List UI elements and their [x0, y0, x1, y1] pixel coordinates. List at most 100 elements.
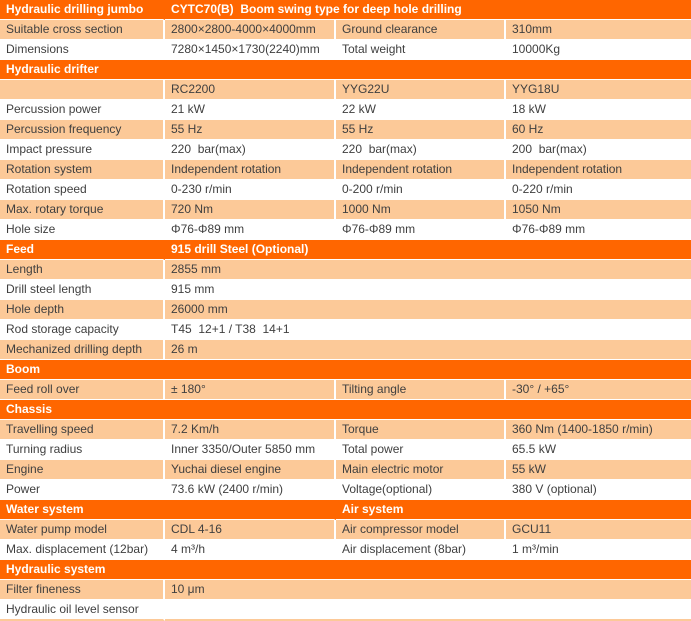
spec-value-cell: 22 kW: [336, 100, 506, 120]
spec-value-cell: 21 kW: [165, 100, 336, 120]
section-title-cell: Boom: [0, 360, 691, 380]
spec-label-cell: Rod storage capacity: [0, 320, 165, 340]
spec-label-cell: Hydraulic oil level sensor: [0, 600, 165, 621]
spec-row: Travelling speed 7.2 Km/h Torque 360 Nm (14…: [0, 420, 691, 440]
section-value-cell: CYTC70(B) Boom swing type for deep hole …: [165, 0, 691, 20]
spec-value-cell: Tilting angle: [336, 380, 506, 400]
spec-value-cell: 220 bar(max): [336, 140, 506, 160]
section-value-cell: Air system: [336, 500, 691, 520]
spec-label-cell: Rotation speed: [0, 180, 165, 200]
spec-row: Percussion power 21 kW 22 kW 18 kW: [0, 100, 691, 120]
spec-row: RC2200 YYG22U YYG18U: [0, 80, 691, 100]
spec-value-cell: ± 180°: [165, 380, 336, 400]
spec-value-cell: 220 bar(max): [165, 140, 336, 160]
spec-value-cell: -30° / +65°: [506, 380, 691, 400]
spec-value-cell: 310mm: [506, 20, 691, 40]
spec-value-cell: Total power: [336, 440, 506, 460]
section-header-row: Feed 915 drill Steel (Optional): [0, 240, 691, 260]
section-title-cell: Chassis: [0, 400, 691, 420]
spec-value-cell: Independent rotation: [165, 160, 336, 180]
spec-label-cell: Suitable cross section: [0, 20, 165, 40]
spec-value-cell: Air displacement (8bar): [336, 540, 506, 560]
section-value-cell: 915 drill Steel (Optional): [165, 240, 691, 260]
spec-row: Rod storage capacity T45 12+1 / T38 14+1: [0, 320, 691, 340]
section-header-row: Hydraulic drifter: [0, 60, 691, 80]
spec-value-cell: T45 12+1 / T38 14+1: [165, 320, 691, 340]
spec-value-cell: Air compressor model: [336, 520, 506, 540]
spec-label-cell: Impact pressure: [0, 140, 165, 160]
spec-value-cell: 7.2 Km/h: [165, 420, 336, 440]
spec-row: Hydraulic oil level sensor: [0, 600, 691, 621]
section-title-cell: Hydraulic drilling jumbo: [0, 0, 165, 20]
spec-row: Impact pressure 220 bar(max) 220 bar(max) 2…: [0, 140, 691, 160]
spec-value-cell: 1000 Nm: [336, 200, 506, 220]
spec-value-cell: 915 mm: [165, 280, 691, 300]
spec-row: Hole depth 26000 mm: [0, 300, 691, 320]
section-header-row: Chassis: [0, 400, 691, 420]
spec-value-cell: 10 μm: [165, 580, 691, 600]
section-header-row: Hydraulic drilling jumbo CYTC70(B) Boom s…: [0, 0, 691, 20]
spec-label-cell: Length: [0, 260, 165, 280]
spec-value-cell: 360 Nm (1400-1850 r/min): [506, 420, 691, 440]
spec-value-cell: 4 m³/h: [165, 540, 336, 560]
section-title-cell: Hydraulic drifter: [0, 60, 691, 80]
spec-row: Water pump model CDL 4-16 Air compressor m…: [0, 520, 691, 540]
spec-value-cell: 7280×1450×1730(2240)mm: [165, 40, 336, 60]
spec-label-cell: Dimensions: [0, 40, 165, 60]
section-header-row: Hydraulic system: [0, 560, 691, 580]
spec-value-cell: 26000 mm: [165, 300, 691, 320]
spec-label-cell: Hole depth: [0, 300, 165, 320]
spec-row: Power 73.6 kW (2400 r/min) Voltage(optiona…: [0, 480, 691, 500]
spec-value-cell: 0-230 r/min: [165, 180, 336, 200]
spec-value-cell: Ground clearance: [336, 20, 506, 40]
spec-value-cell: 55 kW: [506, 460, 691, 480]
spec-row: Engine Yuchai diesel engine Main electric …: [0, 460, 691, 480]
spec-value-cell: 2800×2800-4000×4000mm: [165, 20, 336, 40]
section-header-row: Water system Air system: [0, 500, 691, 520]
spec-value-cell: Voltage(optional): [336, 480, 506, 500]
spec-label-cell: Drill steel length: [0, 280, 165, 300]
spec-label-cell: Engine: [0, 460, 165, 480]
spec-value-cell: 55 Hz: [165, 120, 336, 140]
spec-value-cell: Yuchai diesel engine: [165, 460, 336, 480]
spec-value-cell: Φ76-Φ89 mm: [336, 220, 506, 240]
spec-value-cell: 65.5 kW: [506, 440, 691, 460]
spec-label-cell: Percussion power: [0, 100, 165, 120]
spec-value-cell: 18 kW: [506, 100, 691, 120]
spec-row: Rotation speed 0-230 r/min 0-200 r/min 0-22…: [0, 180, 691, 200]
spec-row: Hole size Φ76-Φ89 mm Φ76-Φ89 mm Φ76-Φ89 mm: [0, 220, 691, 240]
spec-label-cell: Rotation system: [0, 160, 165, 180]
spec-row: Length 2855 mm: [0, 260, 691, 280]
section-title-cell: Feed: [0, 240, 165, 260]
spec-label-cell: Water pump model: [0, 520, 165, 540]
spec-label-cell: Feed roll over: [0, 380, 165, 400]
spec-value-cell: 10000Kg: [506, 40, 691, 60]
spec-row: Feed roll over ± 180° Tilting angle -30° / …: [0, 380, 691, 400]
spec-value-cell: 1 m³/min: [506, 540, 691, 560]
spec-value-cell: 2855 mm: [165, 260, 691, 280]
spec-row: Drill steel length 915 mm: [0, 280, 691, 300]
spec-row: Filter fineness 10 μm: [0, 580, 691, 600]
spec-label-cell: Hole size: [0, 220, 165, 240]
spec-row: Dimensions 7280×1450×1730(2240)mm Total we…: [0, 40, 691, 60]
spec-value-cell: Independent rotation: [336, 160, 506, 180]
spec-label-cell: [0, 80, 165, 100]
spec-label-cell: Travelling speed: [0, 420, 165, 440]
spec-row: Mechanized drilling depth 26 m: [0, 340, 691, 360]
spec-value-cell: 26 m: [165, 340, 691, 360]
section-title-cell: Water system: [0, 500, 336, 520]
spec-label-cell: Power: [0, 480, 165, 500]
spec-label-cell: Percussion frequency: [0, 120, 165, 140]
spec-value-cell: Φ76-Φ89 mm: [506, 220, 691, 240]
spec-value-cell: 200 bar(max): [506, 140, 691, 160]
spec-value-cell: GCU11: [506, 520, 691, 540]
spec-row: Max. displacement (12bar) 4 m³/h Air displ…: [0, 540, 691, 560]
spec-label-cell: Filter fineness: [0, 580, 165, 600]
spec-value-cell: 60 Hz: [506, 120, 691, 140]
spec-value-cell: Independent rotation: [506, 160, 691, 180]
spec-row: Rotation system Independent rotation Indep…: [0, 160, 691, 180]
spec-value-cell: Total weight: [336, 40, 506, 60]
spec-value-cell: 55 Hz: [336, 120, 506, 140]
spec-value-cell: Inner 3350/Outer 5850 mm: [165, 440, 336, 460]
